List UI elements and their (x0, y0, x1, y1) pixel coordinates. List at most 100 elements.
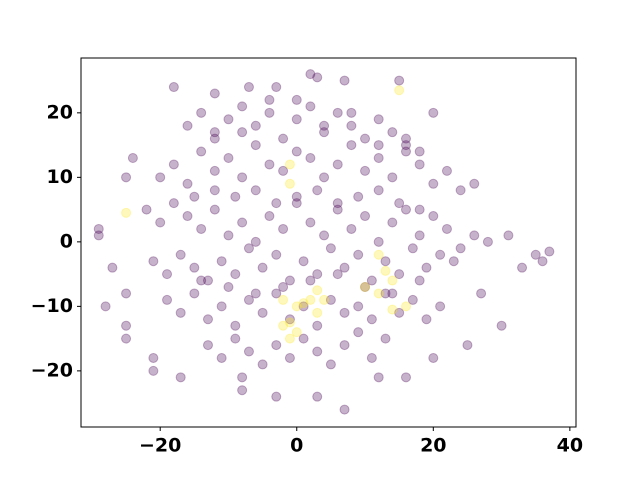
point (305, 152, 316, 163)
point (394, 75, 405, 86)
point (291, 94, 302, 105)
x-tick-label: 0 (290, 435, 303, 457)
point (312, 285, 323, 296)
point (312, 185, 323, 196)
point (346, 120, 357, 131)
point (182, 211, 193, 222)
point (202, 340, 213, 351)
point (400, 140, 411, 151)
point (339, 75, 350, 86)
point (196, 275, 207, 286)
point (155, 217, 166, 228)
point (353, 249, 364, 260)
point (250, 120, 261, 131)
point (250, 185, 261, 196)
point (476, 288, 487, 299)
point (346, 223, 357, 234)
point (353, 327, 364, 338)
point (353, 191, 364, 202)
point (196, 223, 207, 234)
point (291, 114, 302, 125)
point (346, 107, 357, 118)
point (394, 269, 405, 280)
point (332, 198, 343, 209)
point (339, 262, 350, 273)
point (332, 107, 343, 118)
point (264, 211, 275, 222)
point (414, 204, 425, 215)
point (387, 127, 398, 138)
y-tick-label: −20 (31, 359, 73, 381)
point (182, 120, 193, 131)
point (148, 352, 159, 363)
point (373, 114, 384, 125)
point (168, 198, 179, 209)
point (428, 352, 439, 363)
point (414, 230, 425, 241)
point (380, 333, 391, 344)
point (400, 372, 411, 383)
point (127, 152, 138, 163)
point (284, 275, 295, 286)
point (455, 185, 466, 196)
point (387, 217, 398, 228)
point (271, 340, 282, 351)
point (243, 243, 254, 254)
y-tick-label: −10 (31, 295, 73, 317)
point (373, 185, 384, 196)
point (325, 243, 336, 254)
axes-frame (80, 57, 577, 428)
point (394, 307, 405, 318)
point (312, 307, 323, 318)
point (209, 88, 220, 99)
point (237, 385, 248, 396)
point (462, 340, 473, 351)
point (237, 101, 248, 112)
point (196, 146, 207, 157)
point (291, 327, 302, 338)
point (360, 165, 371, 176)
point (339, 404, 350, 415)
point (243, 82, 254, 93)
point (278, 223, 289, 234)
point (414, 275, 425, 286)
point (305, 69, 316, 80)
point (305, 101, 316, 112)
point (312, 346, 323, 357)
point (291, 191, 302, 202)
point (243, 346, 254, 357)
point (175, 307, 186, 318)
point (202, 314, 213, 325)
point (209, 133, 220, 144)
point (319, 120, 330, 131)
point (400, 204, 411, 215)
point (257, 262, 268, 273)
point (366, 352, 377, 363)
y-tick-label: 0 (60, 230, 73, 252)
point (189, 262, 200, 273)
point (312, 269, 323, 280)
point (400, 146, 411, 157)
point (264, 107, 275, 118)
point (312, 320, 323, 331)
point (209, 185, 220, 196)
point (209, 204, 220, 215)
point (230, 320, 241, 331)
x-tick-label: 40 (557, 435, 583, 457)
point (373, 152, 384, 163)
point (339, 307, 350, 318)
point (360, 211, 371, 222)
point (202, 275, 213, 286)
point (271, 288, 282, 299)
point (469, 230, 480, 241)
point (100, 301, 111, 312)
point (189, 288, 200, 299)
point (271, 82, 282, 93)
point (278, 320, 289, 331)
point (230, 269, 241, 280)
point (360, 282, 371, 293)
point (373, 236, 384, 247)
point (196, 107, 207, 118)
point (387, 275, 398, 286)
